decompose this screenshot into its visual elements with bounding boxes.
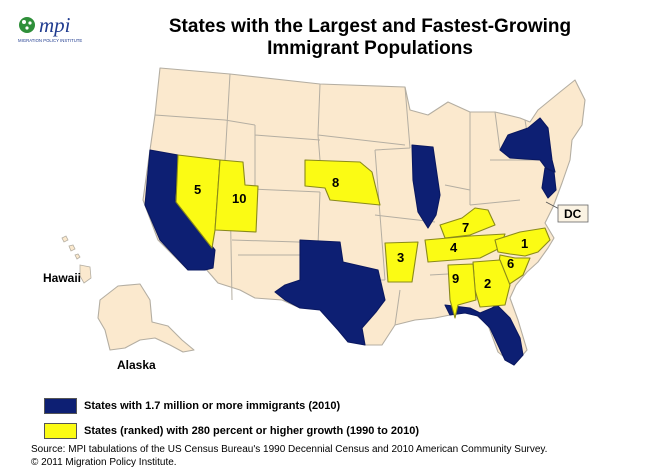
- state-nevada: [175, 154, 221, 249]
- rank-label-kentucky: 7: [462, 220, 469, 235]
- rank-label-nebraska: 8: [332, 175, 339, 190]
- rank-label-nevada: 5: [194, 182, 201, 197]
- legend-item-large: States with 1.7 million or more immigran…: [44, 396, 634, 415]
- state-texas: [274, 239, 386, 346]
- state-arkansas: [384, 241, 419, 283]
- legend-label-growth: States (ranked) with 280 percent or high…: [84, 424, 419, 437]
- title-line-1: States with the Largest and Fastest-Grow…: [168, 16, 572, 37]
- rank-label-north-carolina: 1: [521, 236, 528, 251]
- state-hawaii: [61, 235, 92, 284]
- dc-label-box: [557, 204, 589, 223]
- hawaii-label: Hawaii: [43, 271, 81, 285]
- state-new-york: [499, 117, 556, 173]
- dc-label: DC: [564, 207, 582, 221]
- logo-subtext: MIGRATION POLICY INSTITUTE: [18, 38, 82, 43]
- title-line-2: Immigrant Populations: [267, 38, 473, 59]
- source-note: Source: MPI tabulations of the US Census…: [31, 443, 641, 469]
- rank-label-arkansas: 3: [397, 250, 404, 265]
- map-title: States with the Largest and Fastest-Grow…: [110, 16, 630, 60]
- alaska-label: Alaska: [117, 358, 156, 372]
- logo-globe-icon: [19, 17, 35, 33]
- rank-label-utah: 10: [232, 191, 246, 206]
- state-illinois: [411, 144, 441, 229]
- state-florida: [444, 304, 524, 366]
- state-utah: [214, 159, 259, 233]
- rank-label-south-carolina: 6: [507, 256, 514, 271]
- state-nebraska: [304, 159, 381, 206]
- legend-label-large: States with 1.7 million or more immigran…: [84, 399, 341, 412]
- state-north-carolina: [494, 227, 551, 257]
- us-map: 5 10 8 3 7 4 1 6 2 9 DC Hawaii Alaska: [43, 67, 589, 372]
- source-line-2: © 2011 Migration Policy Institute.: [31, 457, 177, 468]
- legend-swatch-large: [44, 397, 77, 414]
- legend-swatch-growth: [44, 422, 77, 439]
- rank-label-alabama: 9: [452, 271, 459, 286]
- source-line-1: Source: MPI tabulations of the US Census…: [31, 444, 548, 455]
- rank-label-georgia: 2: [484, 276, 491, 291]
- legend-item-growth: States (ranked) with 280 percent or high…: [44, 421, 634, 440]
- state-alabama: [447, 263, 477, 319]
- state-alaska: [97, 283, 195, 353]
- legend: States with 1.7 million or more immigran…: [44, 396, 634, 446]
- state-new-jersey: [541, 167, 557, 199]
- mpi-logo: mpi MIGRATION POLICY INSTITUTE: [16, 12, 108, 46]
- logo-text: mpi: [39, 13, 71, 37]
- rank-label-tennessee: 4: [450, 240, 458, 255]
